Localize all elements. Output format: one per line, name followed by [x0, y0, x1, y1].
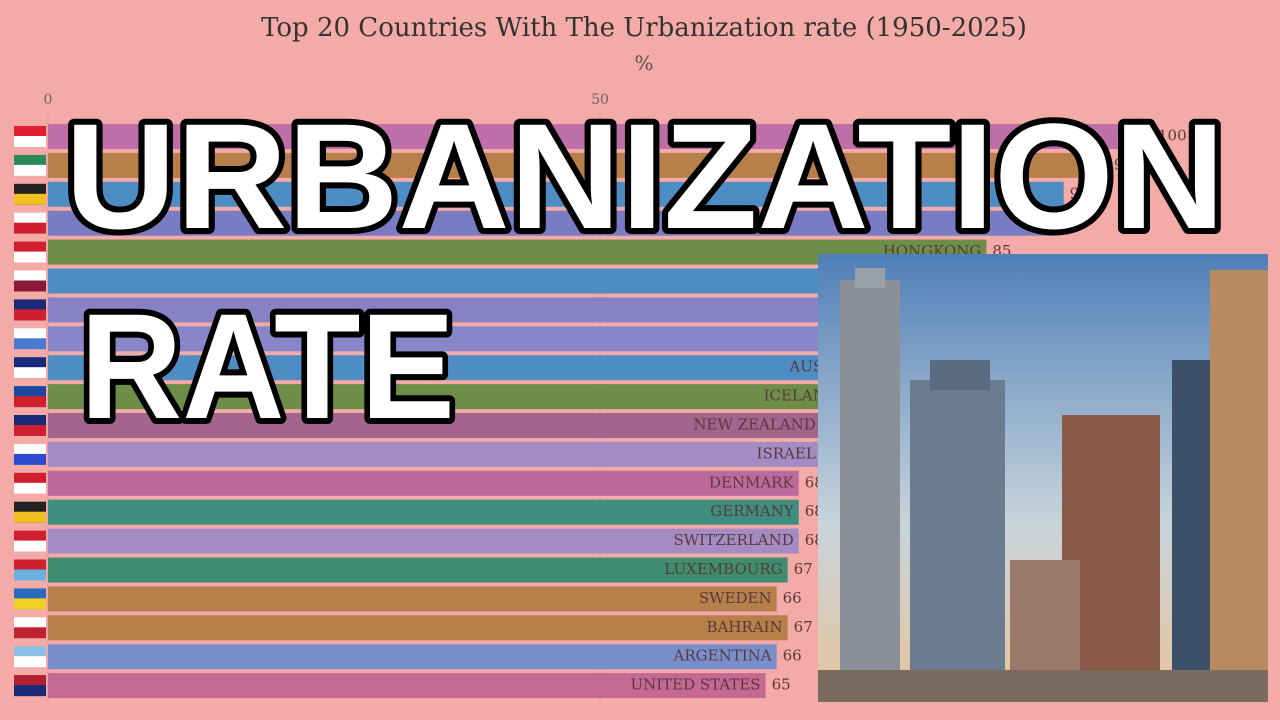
flag-stripe — [14, 193, 46, 205]
bar-label: ARGENTINA — [673, 647, 772, 665]
value-label: 67 — [794, 618, 813, 636]
bar — [48, 644, 777, 670]
bar — [48, 384, 843, 410]
bar — [48, 557, 788, 583]
value-label: 91 — [1059, 213, 1078, 231]
bar — [48, 586, 777, 612]
bar — [48, 326, 910, 352]
flag-stripe — [14, 540, 46, 552]
bar-label: GERMANY — [710, 502, 795, 520]
value-label: 100 — [1158, 127, 1187, 145]
bar — [48, 528, 799, 554]
value-label: 96 — [1114, 155, 1133, 173]
value-label: 66 — [783, 647, 802, 665]
value-label: 65 — [772, 676, 791, 694]
flag-stripe — [14, 251, 46, 263]
flag-stripe — [14, 511, 46, 523]
x-tick-label: 50 — [591, 92, 609, 108]
bar — [48, 470, 799, 496]
bar-label: DENMARK — [709, 473, 795, 491]
headline: URBANIZATION — [65, 92, 1225, 260]
flag-stripe — [14, 685, 46, 697]
flag-stripe — [14, 280, 46, 292]
bar — [48, 297, 921, 323]
bar-label: LUXEMBOURG — [664, 560, 782, 578]
bar-label: SWEDEN — [699, 589, 772, 607]
bar — [48, 124, 1152, 149]
flag-stripe — [14, 164, 46, 176]
flag-stripe — [14, 569, 46, 581]
city-photo — [818, 254, 1268, 702]
bar — [48, 181, 1064, 207]
plot: 050100969291HONGKONG85807978AUSTRALIA76I… — [14, 92, 1187, 705]
bar — [48, 152, 1108, 178]
value-label: 67 — [794, 560, 813, 578]
bar — [48, 673, 766, 699]
bar — [48, 268, 932, 294]
bar-label: UNITED STATES — [630, 676, 760, 694]
flag-stripe — [14, 338, 46, 350]
bar-label: SWITZERLAND — [673, 531, 793, 549]
flag-stripe — [14, 482, 46, 494]
bar-label: BAHRAIN — [707, 618, 783, 636]
bar — [48, 210, 1053, 236]
flag-stripe — [14, 309, 46, 321]
flag-stripe — [14, 627, 46, 639]
bar — [48, 615, 788, 641]
flag-stripe — [14, 222, 46, 234]
flag-stripe — [14, 396, 46, 408]
bar-label: NEW ZEALAND — [693, 416, 815, 434]
flag-stripe — [14, 453, 46, 465]
chart-title: Top 20 Countries With The Urbanization r… — [261, 13, 1027, 43]
flag-stripe — [14, 425, 46, 436]
chart-subtitle: % — [634, 51, 653, 75]
flag-stripe — [14, 136, 46, 147]
bar — [48, 499, 799, 525]
bar — [48, 355, 888, 381]
bar — [48, 441, 821, 467]
value-label: 92 — [1070, 184, 1089, 202]
bar — [48, 413, 821, 438]
bar-label: ISRAEL — [757, 444, 816, 462]
flag-stripe — [14, 598, 46, 610]
x-tick-label: 0 — [44, 92, 53, 108]
flag-stripe — [14, 367, 46, 379]
flag-stripe — [14, 656, 46, 668]
headline: RATE — [80, 282, 455, 450]
value-label: 66 — [783, 589, 802, 607]
